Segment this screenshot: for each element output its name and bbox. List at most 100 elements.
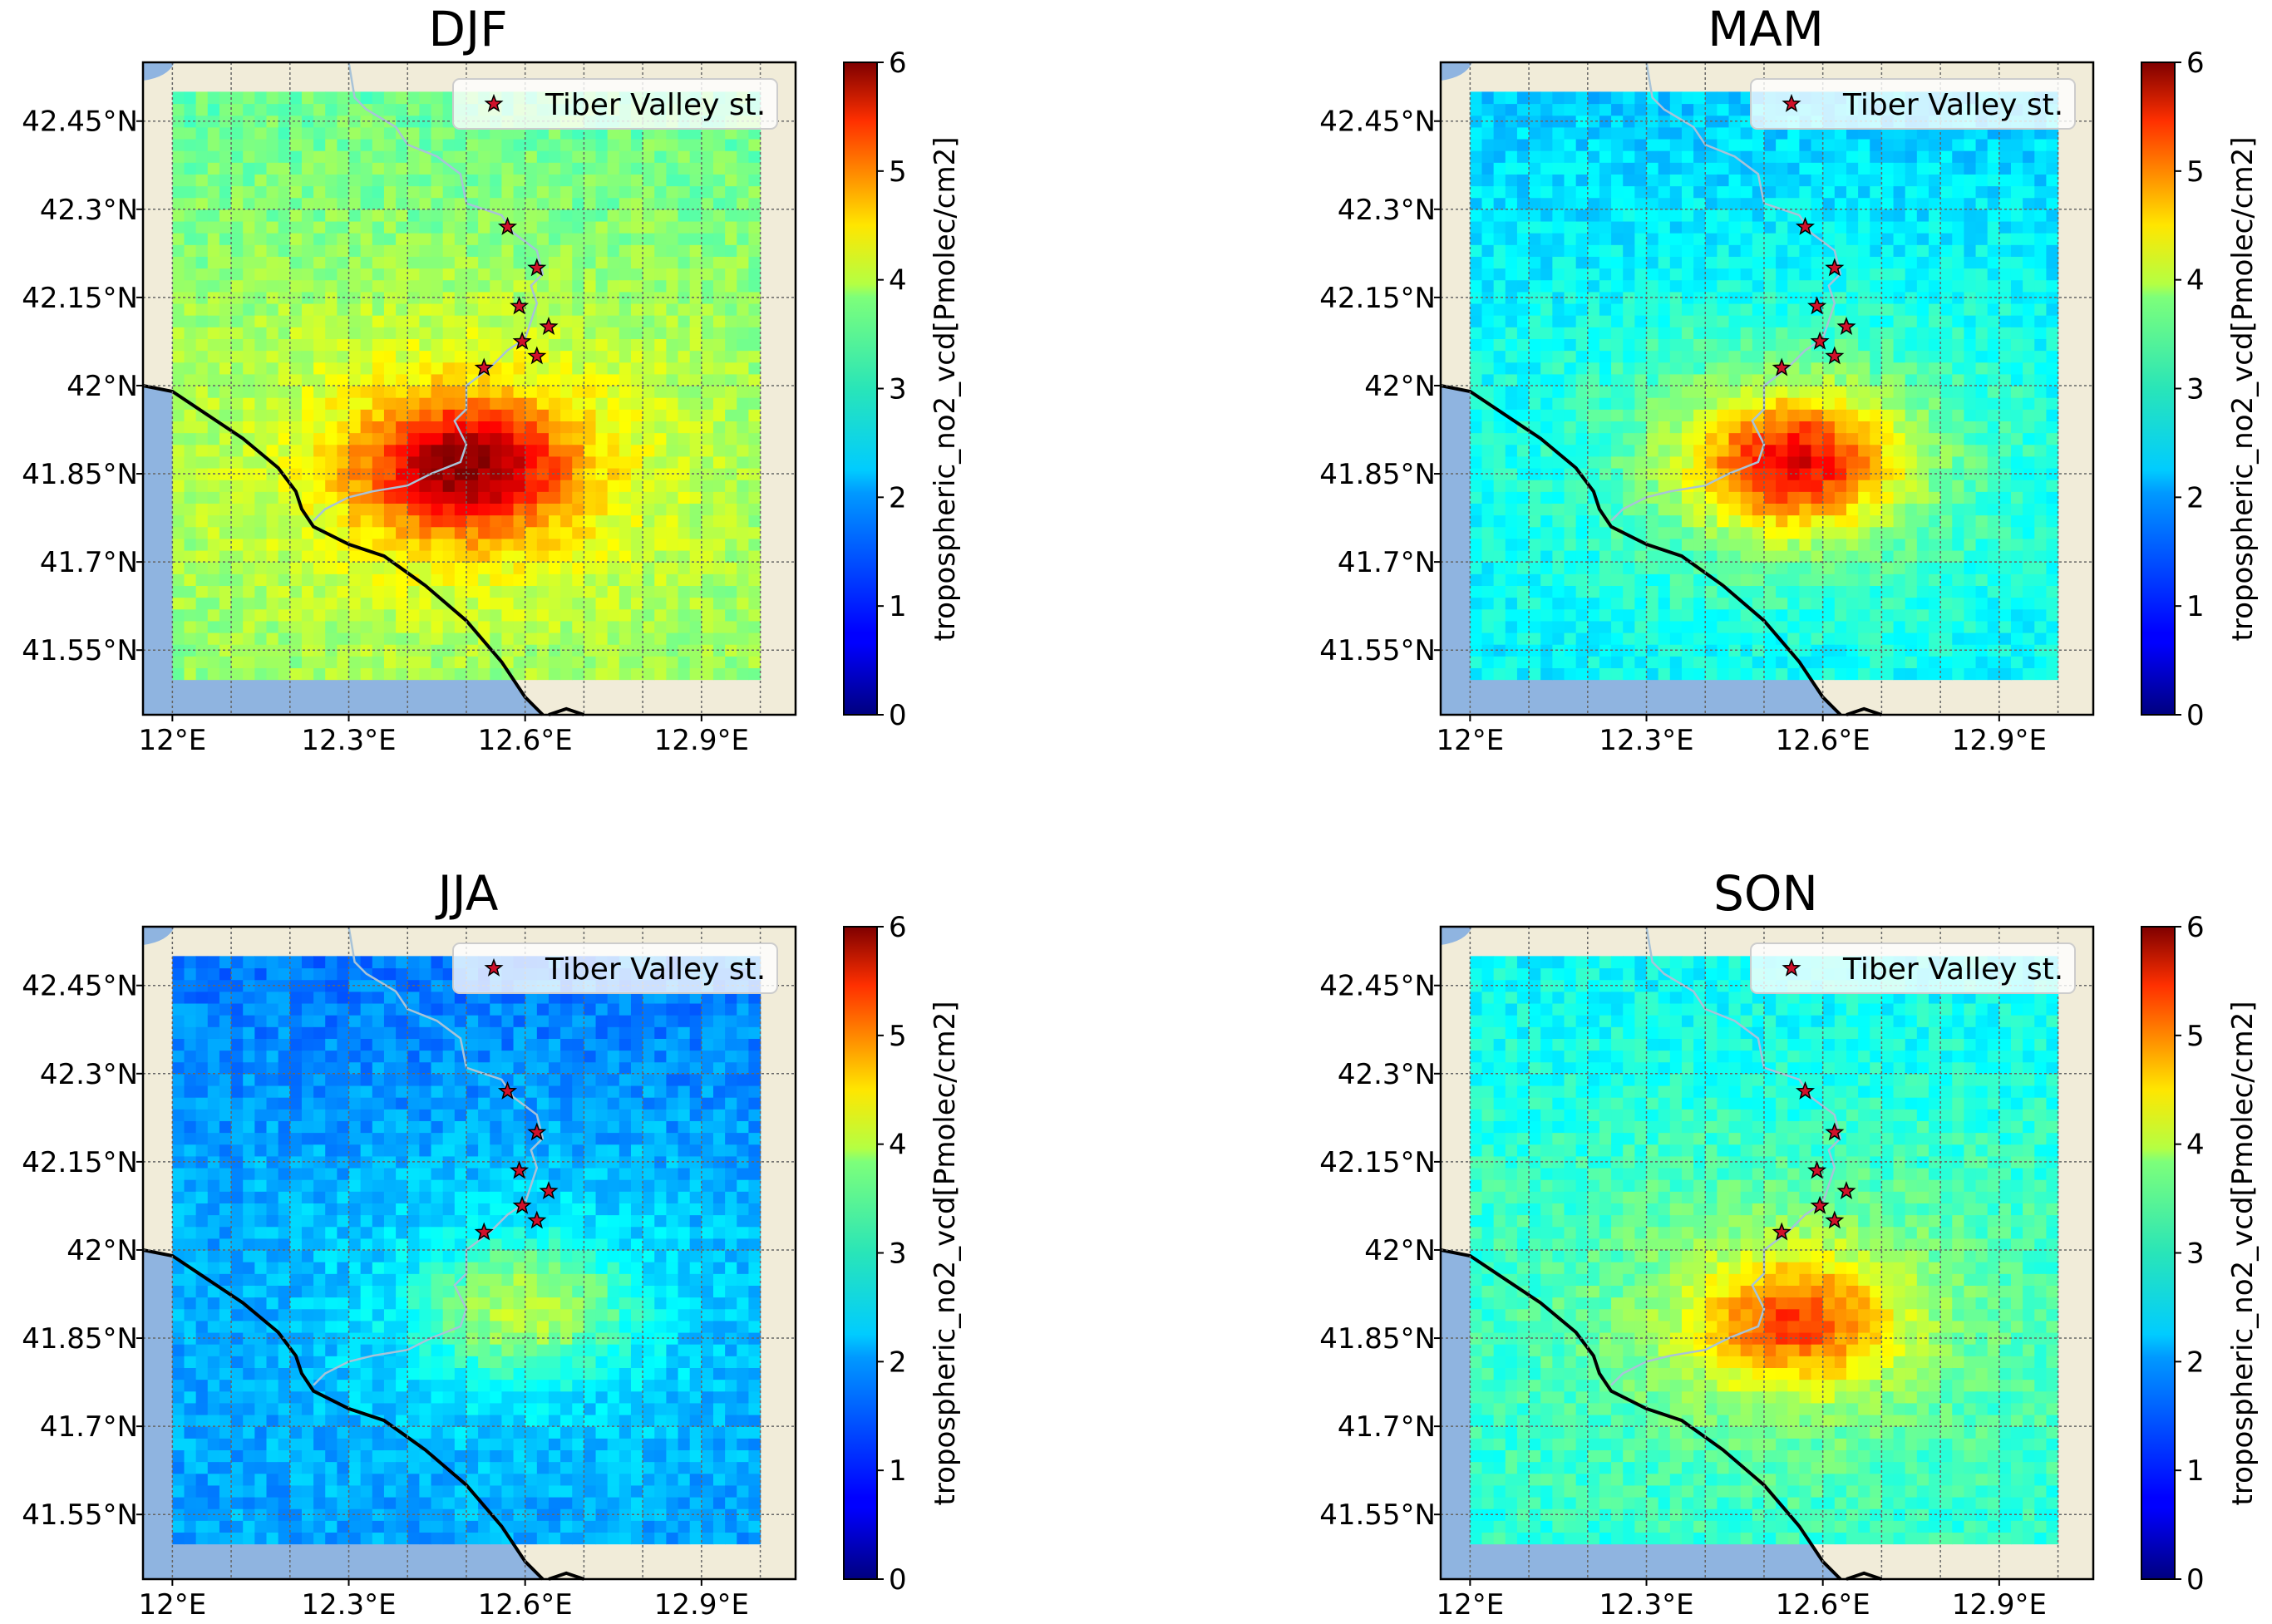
heatmap-cell bbox=[1681, 585, 1694, 598]
heatmap-cell bbox=[748, 467, 761, 480]
heatmap-cell bbox=[1611, 315, 1624, 327]
heatmap-cell bbox=[1870, 233, 1882, 245]
heatmap-cell bbox=[1858, 480, 1870, 492]
heatmap-cell bbox=[560, 362, 573, 375]
heatmap-cell bbox=[1752, 620, 1765, 633]
heatmap-cell bbox=[2023, 373, 2035, 386]
heatmap-cell bbox=[1564, 656, 1577, 669]
heatmap-cell bbox=[572, 150, 584, 163]
heatmap-cell bbox=[1493, 480, 1506, 492]
heatmap-cell bbox=[1905, 514, 1918, 528]
heatmap-cell bbox=[1516, 233, 1530, 245]
heatmap-cell bbox=[712, 632, 726, 645]
heatmap-cell bbox=[2023, 409, 2035, 421]
heatmap-cell bbox=[313, 103, 326, 116]
heatmap-cell bbox=[1693, 174, 1706, 187]
heatmap-cell bbox=[1916, 220, 1929, 234]
heatmap-cell bbox=[1916, 185, 1929, 199]
heatmap-cell bbox=[1905, 279, 1918, 293]
heatmap-cell bbox=[678, 538, 691, 551]
heatmap-cell bbox=[689, 503, 702, 516]
heatmap-cell bbox=[737, 303, 750, 316]
heatmap-cell bbox=[689, 385, 702, 398]
heatmap-cell bbox=[313, 350, 326, 363]
heatmap-cell bbox=[1505, 514, 1518, 528]
heatmap-cell bbox=[207, 620, 220, 633]
heatmap-cell bbox=[195, 455, 209, 469]
heatmap-cell bbox=[1740, 491, 1753, 504]
heatmap-cell bbox=[1952, 350, 1965, 363]
heatmap-cell bbox=[490, 220, 502, 234]
heatmap-cell bbox=[1740, 444, 1753, 457]
heatmap-cell bbox=[1740, 397, 1753, 410]
heatmap-cell bbox=[1728, 220, 1742, 234]
heatmap-cell bbox=[1693, 338, 1706, 352]
heatmap-cell bbox=[478, 432, 490, 445]
heatmap-cell bbox=[701, 444, 714, 457]
tiber-river bbox=[313, 62, 545, 522]
heatmap-cell bbox=[1822, 209, 1836, 222]
heatmap-cell bbox=[219, 233, 232, 245]
heatmap-cell bbox=[466, 421, 479, 434]
heatmap-cell bbox=[442, 197, 456, 210]
heatmap-cell bbox=[1787, 397, 1800, 410]
heatmap-cell bbox=[454, 421, 467, 434]
heatmap-cell bbox=[1587, 256, 1600, 269]
heatmap-cell bbox=[1763, 303, 1777, 316]
heatmap-cell bbox=[1928, 608, 1941, 622]
heatmap-cell bbox=[654, 138, 668, 151]
heatmap-cell bbox=[1846, 467, 1859, 480]
heatmap-cell bbox=[1658, 327, 1671, 339]
heatmap-cell bbox=[1752, 220, 1765, 234]
heatmap-cell bbox=[1776, 608, 1788, 622]
heatmap-cell bbox=[1740, 338, 1753, 352]
heatmap-cell bbox=[383, 303, 397, 316]
heatmap-cell bbox=[1516, 303, 1530, 316]
heatmap-cell bbox=[1693, 256, 1706, 269]
heatmap-cell bbox=[643, 503, 655, 516]
heatmap-cell bbox=[266, 138, 279, 151]
heatmap-cell bbox=[184, 656, 197, 669]
heatmap-cell bbox=[572, 667, 584, 681]
heatmap-cell bbox=[1575, 562, 1589, 574]
heatmap-cell bbox=[666, 491, 679, 504]
heatmap-cell bbox=[313, 620, 326, 633]
heatmap-cell bbox=[1693, 268, 1706, 281]
heatmap-cell bbox=[1787, 432, 1800, 445]
heatmap-cell bbox=[1881, 455, 1895, 469]
heatmap-cell bbox=[278, 667, 291, 681]
heatmap-cell bbox=[266, 608, 279, 622]
heatmap-cell bbox=[1493, 268, 1506, 281]
heatmap-cell bbox=[1540, 397, 1553, 410]
heatmap-cell bbox=[1846, 350, 1859, 363]
heatmap-cell bbox=[348, 220, 362, 234]
heatmap-cell bbox=[396, 233, 408, 245]
heatmap-cell bbox=[560, 150, 573, 163]
heatmap-cell bbox=[289, 397, 303, 410]
heatmap-cell bbox=[1787, 455, 1800, 469]
heatmap-cell bbox=[1564, 409, 1577, 421]
heatmap-cell bbox=[419, 303, 432, 316]
heatmap-cell bbox=[195, 174, 209, 187]
heatmap-cell bbox=[560, 667, 573, 681]
heatmap-cell bbox=[643, 444, 655, 457]
heatmap-cell bbox=[278, 632, 291, 645]
heatmap-cell bbox=[1470, 162, 1483, 175]
heatmap-cell bbox=[1905, 244, 1918, 257]
heatmap-cell bbox=[2034, 632, 2048, 645]
heatmap-cell bbox=[466, 244, 479, 257]
heatmap-cell bbox=[572, 432, 584, 445]
heatmap-cell bbox=[1998, 197, 2012, 210]
heatmap-cell bbox=[1822, 503, 1836, 516]
heatmap-cell bbox=[1905, 608, 1918, 622]
heatmap-cell bbox=[643, 491, 655, 504]
heatmap-cell bbox=[490, 338, 502, 352]
heatmap-cell bbox=[1516, 409, 1530, 421]
heatmap-cell bbox=[1740, 279, 1753, 293]
heatmap-cell bbox=[1540, 667, 1553, 681]
heatmap-cell bbox=[1987, 656, 2000, 669]
heatmap-cell bbox=[419, 103, 432, 116]
heatmap-cell bbox=[1998, 562, 2012, 574]
heatmap-cell bbox=[1822, 562, 1836, 574]
heatmap-cell bbox=[689, 362, 702, 375]
